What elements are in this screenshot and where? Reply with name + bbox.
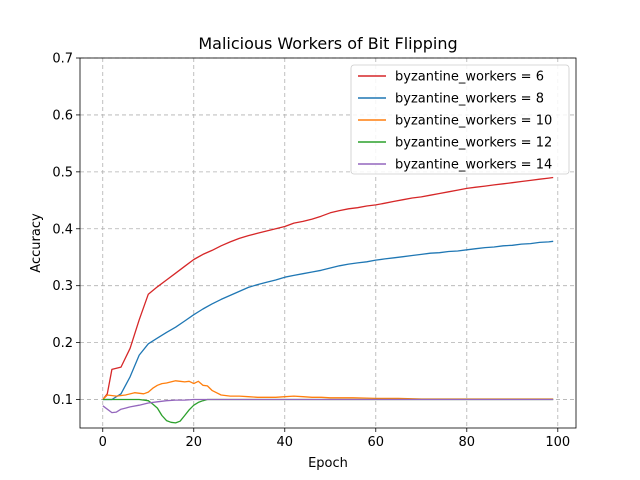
y-tick-label: 0.5 [52,165,73,180]
legend-label-3: byzantine_workers = 10 [395,114,552,129]
y-tick-label: 0.4 [52,222,73,237]
series-lines [102,176,554,424]
x-axis-label: Epoch [308,456,348,471]
plot-frame [79,57,577,429]
series-line-3 [102,380,554,400]
y-tick-label: 0.3 [52,279,73,294]
series-line-1 [102,176,554,400]
x-tick-label: 80 [459,435,476,450]
legend-label-2: byzantine_workers = 8 [395,92,544,107]
legend-box [350,64,570,175]
x-tick-label: 60 [368,435,385,450]
y-tick-label: 0.1 [52,393,73,408]
chart-title: Malicious Workers of Bit Flipping [198,34,457,53]
legend-label-4: byzantine_workers = 12 [395,136,552,151]
series-line-5 [102,398,554,414]
legend: byzantine_workers = 6 byzantine_workers =… [350,64,570,175]
x-tick-label: 20 [185,435,202,450]
series-line-2 [102,240,554,401]
legend-label-5: byzantine_workers = 14 [395,158,552,173]
y-axis-label: Accuracy [29,213,44,273]
y-tick-label: 0.6 [52,108,73,123]
y-tick-label: 0.7 [52,52,73,67]
x-tick-label: 0 [99,435,107,450]
x-tick-label: 100 [545,435,570,450]
x-tick-label: 40 [276,435,293,450]
axis-ticks: 0 20 40 60 80 100 0.1 0.2 0.3 0.4 0.5 0.6 0.7 [52,52,570,451]
legend-label-1: byzantine_workers = 6 [395,70,544,85]
y-tick-label: 0.2 [52,336,73,351]
